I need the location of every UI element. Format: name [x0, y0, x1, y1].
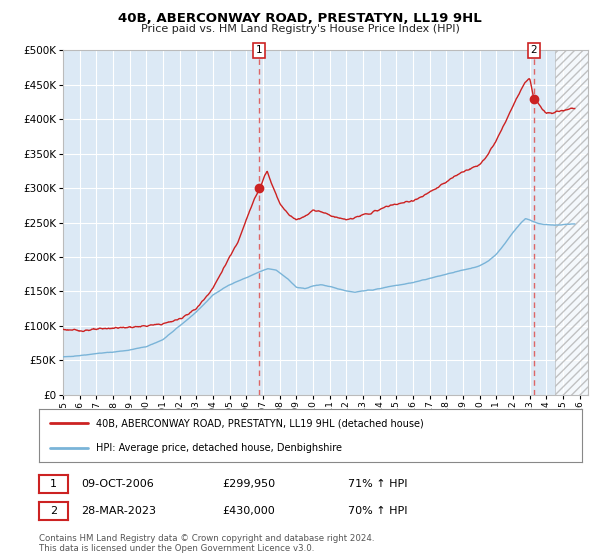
- Text: 1: 1: [256, 45, 263, 55]
- Text: 09-OCT-2006: 09-OCT-2006: [81, 479, 154, 489]
- Text: £299,950: £299,950: [222, 479, 275, 489]
- Text: HPI: Average price, detached house, Denbighshire: HPI: Average price, detached house, Denb…: [96, 442, 342, 452]
- Text: 2: 2: [50, 506, 57, 516]
- Text: Price paid vs. HM Land Registry's House Price Index (HPI): Price paid vs. HM Land Registry's House …: [140, 24, 460, 34]
- Bar: [554, 50, 588, 395]
- Text: 70% ↑ HPI: 70% ↑ HPI: [348, 506, 407, 516]
- Text: Contains HM Land Registry data © Crown copyright and database right 2024.: Contains HM Land Registry data © Crown c…: [39, 534, 374, 543]
- Text: 1: 1: [50, 479, 57, 489]
- Text: £430,000: £430,000: [222, 506, 275, 516]
- Text: This data is licensed under the Open Government Licence v3.0.: This data is licensed under the Open Gov…: [39, 544, 314, 553]
- Text: 71% ↑ HPI: 71% ↑ HPI: [348, 479, 407, 489]
- Text: 28-MAR-2023: 28-MAR-2023: [81, 506, 156, 516]
- Text: 2: 2: [530, 45, 537, 55]
- Bar: [554, 50, 588, 395]
- Text: 40B, ABERCONWAY ROAD, PRESTATYN, LL19 9HL (detached house): 40B, ABERCONWAY ROAD, PRESTATYN, LL19 9H…: [96, 418, 424, 428]
- Text: 40B, ABERCONWAY ROAD, PRESTATYN, LL19 9HL: 40B, ABERCONWAY ROAD, PRESTATYN, LL19 9H…: [118, 12, 482, 25]
